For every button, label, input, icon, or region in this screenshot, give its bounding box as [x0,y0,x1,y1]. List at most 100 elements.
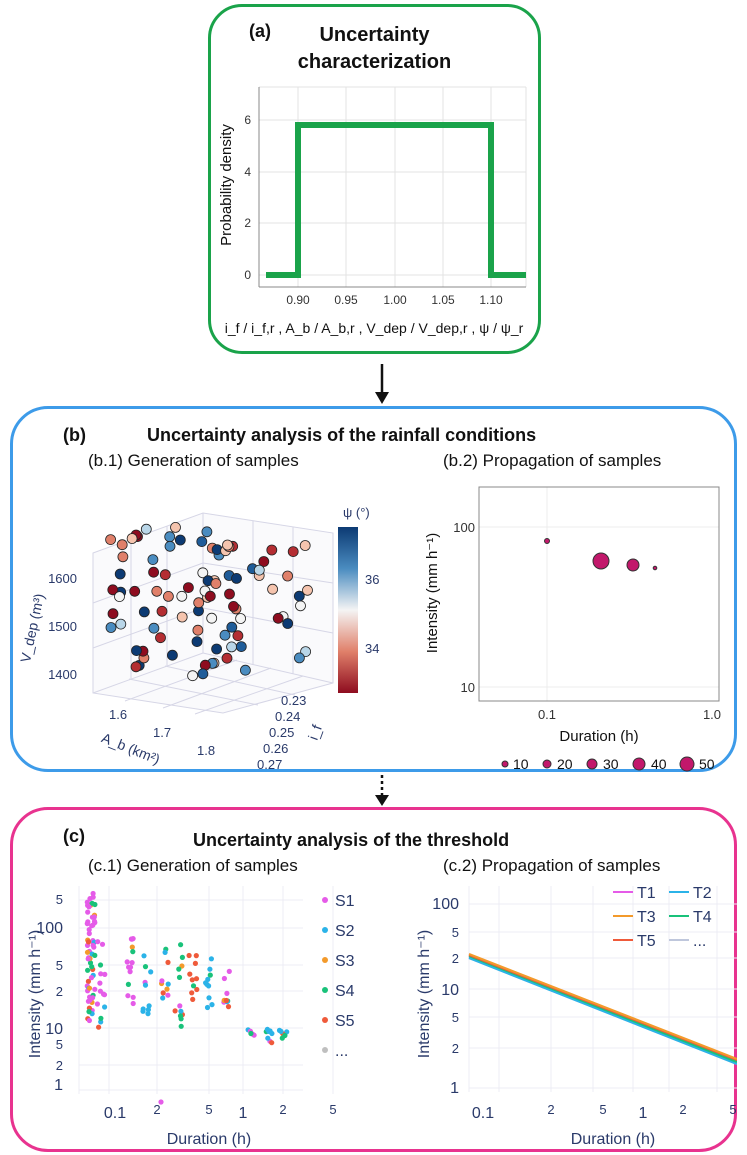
c1-point [190,983,197,989]
c1-ylabel: Intensity (mm h⁻¹) [27,930,44,1058]
scatter-3d-point [272,612,284,624]
c1-point [84,921,90,927]
scatter-3d-point [224,588,235,600]
scatter-3d-point [226,641,238,653]
panel-a-uncertainty-characterization: (a) Uncertainty characterization 0 2 4 6… [208,4,541,354]
legend-label-t1: T1 [637,885,656,902]
c1-point [186,952,192,959]
c2-ytick-5: 5 [452,1010,459,1025]
pdf-xtick-090: 0.90 [286,293,310,307]
c1-point [92,952,98,958]
c2-ytick-7: 1 [450,1080,459,1097]
c1-point [145,1011,151,1017]
scatter-3d-point [131,645,142,657]
c1-point [130,994,136,1000]
i-axis-title: i_f [305,723,325,742]
pdf-ytick-4: 4 [244,165,251,179]
c1-point [172,1008,178,1014]
scatter-3d-point [293,590,305,602]
c2-threshold-lines [468,952,737,1066]
c1-point [85,956,91,962]
c1-ytick-5: 10 [45,1021,63,1038]
legend-label-s4: S4 [335,983,355,1000]
scatter-3d-point [174,534,186,546]
scatter-3d-point [105,534,116,545]
c1-point [129,960,135,966]
c1-point [148,969,154,975]
panel-c1-subtitle: (c.1) Generation of samples [88,856,298,875]
c1-point [85,939,92,945]
legend-dot-s2 [322,927,328,933]
c1-ytick-4: 2 [56,984,63,999]
scatter-3d-point [162,591,174,602]
arrow-a-to-b [375,364,389,404]
legend-label-t4: T4 [693,909,712,926]
c1-point [177,1013,184,1019]
legend-dot-s5 [322,1017,328,1023]
c1-point [179,954,185,960]
c1-point [193,953,199,959]
pdf-xtick-100: 1.00 [383,293,407,307]
c1-point [86,1009,92,1015]
pdf-xtick-095: 0.95 [334,293,358,307]
c1-point [98,1015,104,1021]
scatter-3d-point [201,526,213,538]
c1-point [97,962,104,968]
legend-label-t3: T3 [637,909,656,926]
c1-point [96,1024,102,1030]
scatter-3d-point [302,584,313,596]
c1-ytick-6: 5 [56,1037,63,1052]
legend-dot-s3 [322,957,328,963]
c1-point [86,927,92,933]
pdf-xtick-110: 1.10 [479,293,503,307]
c1-point [158,1099,164,1105]
c1-xtick-5: 2 [279,1102,286,1117]
c1-point [99,941,106,947]
scatter-3d-point [105,622,117,633]
bubble-ylabel: Intensity (mm h⁻¹) [424,533,441,653]
legend-label-20: 20 [557,756,573,772]
bubble-xlabel: Duration (h) [559,728,638,745]
c2-xtick-6: 5 [729,1102,736,1117]
scatter-3d-point [151,585,163,597]
uniform-pdf-chart: 0 2 4 6 0.90 0.95 1.00 1.05 1.10 Probabi… [218,86,527,336]
scatter-3d-point [232,630,244,642]
c1-point [178,1023,184,1029]
c1-point [101,992,108,998]
c1-point [129,944,135,950]
scatter-3d-point [299,540,311,551]
a-tick-1.8: 1.8 [197,743,215,758]
legend-label-50: 50 [699,756,715,772]
v-tick-1500: 1500 [48,619,77,634]
bubble-plot-frame [478,486,720,702]
i-tick-0.24: 0.24 [275,709,300,724]
legend-label-40: 40 [651,756,667,772]
c1-point [127,969,133,975]
c1-point [204,1004,211,1011]
c2-ytick-4: 10 [441,982,459,999]
c1-xlabel: Duration (h) [167,1131,251,1148]
legend-label-more: ... [335,1043,348,1060]
bubble-size-legend: 10 20 30 40 50 [501,756,715,772]
panel-b2-subtitle: (b.2) Propagation of samples [443,451,662,470]
c1-point [141,953,147,959]
panel-c-label: (c) [63,826,85,846]
legend-bubble-30 [586,758,598,770]
scatter-3d-point [187,670,199,682]
panel-b-rainfall-uncertainty: (b) Uncertainty analysis of the rainfall… [10,406,737,772]
c1-point [90,995,96,1001]
c1-point [125,981,131,987]
c2-legend: T1 T2 T3 T4 T5 ... [613,885,712,950]
scatter-3d-point [239,664,251,676]
c1-point [178,942,184,948]
c1-point [194,986,200,993]
c1-point [85,967,91,973]
scatter-3d-point [282,618,294,629]
c1-point [125,993,131,999]
c1-xtick-2: 2 [153,1102,160,1117]
legend-dot-more [322,1047,328,1053]
legend-label-s5: S5 [335,1013,355,1030]
c1-point [209,1002,215,1008]
c1-point [97,988,103,994]
c1-point [87,896,93,902]
